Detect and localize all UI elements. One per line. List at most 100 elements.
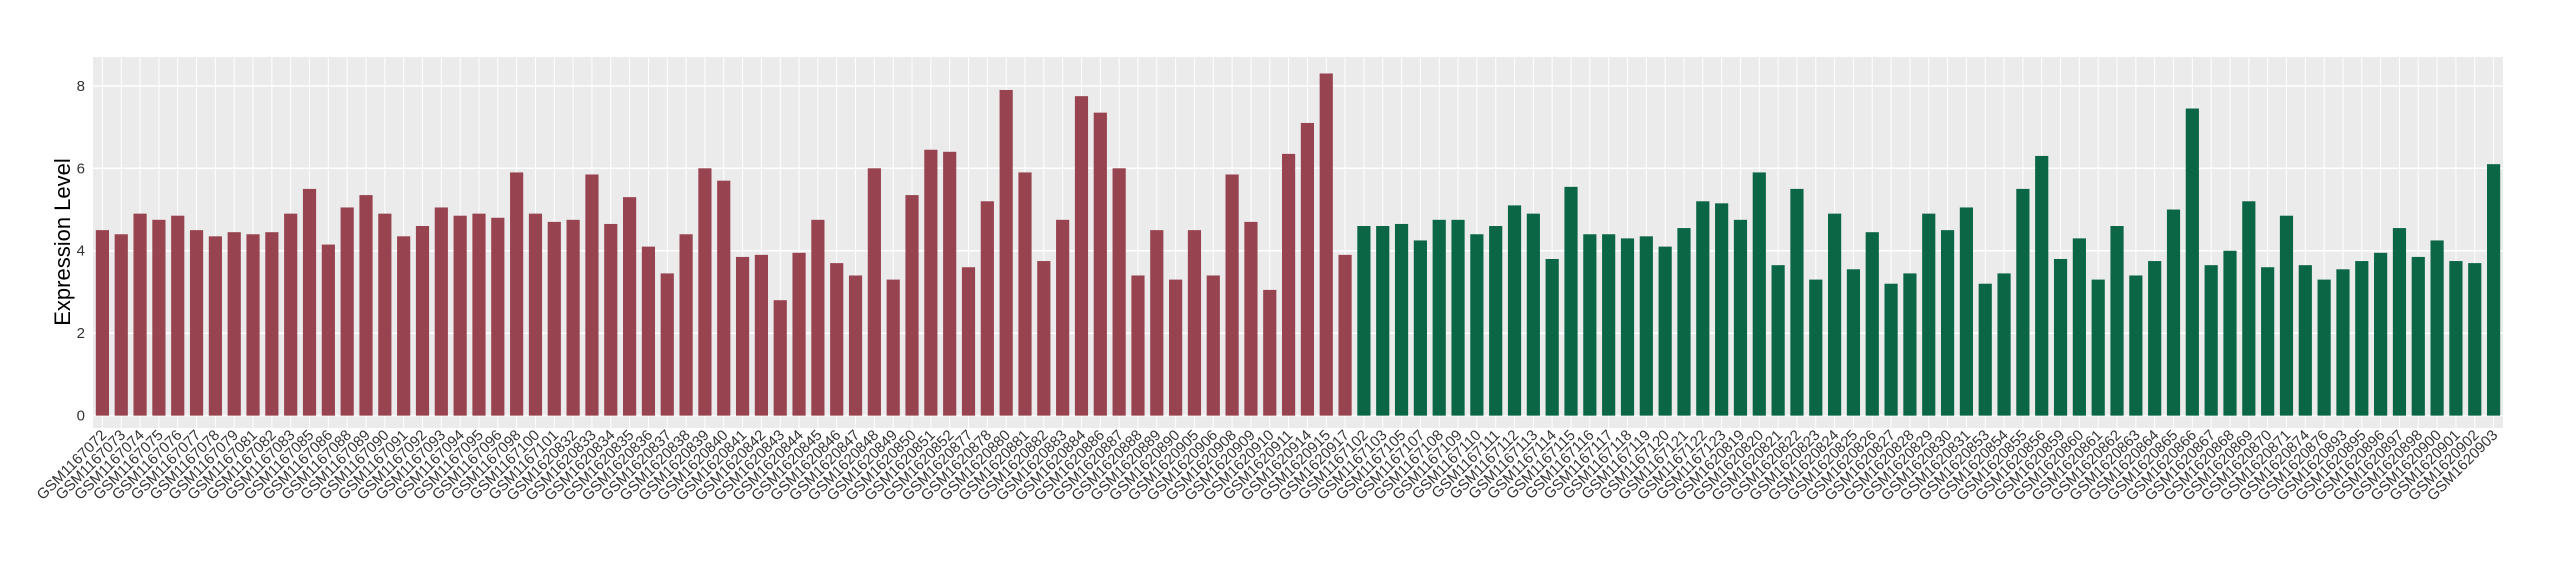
bar — [811, 219, 825, 416]
bar — [1281, 153, 1296, 416]
bar — [2261, 267, 2275, 416]
bar — [1715, 203, 1729, 416]
bar — [2279, 215, 2294, 416]
bar — [792, 252, 806, 416]
bar — [1432, 219, 1446, 416]
bar — [1658, 246, 1672, 416]
bar — [905, 195, 919, 416]
bar — [1602, 234, 1616, 416]
bar — [2430, 240, 2444, 416]
bar — [1809, 279, 1823, 416]
bar — [698, 168, 712, 416]
bar — [114, 234, 128, 416]
bar — [340, 207, 354, 416]
bar — [641, 246, 656, 416]
bar — [133, 213, 147, 416]
bar — [1733, 219, 1748, 416]
bar — [1056, 219, 1070, 416]
bar — [1940, 230, 1955, 416]
bar — [2035, 155, 2049, 416]
bar — [1394, 223, 1409, 416]
bar — [95, 230, 110, 416]
bar — [1112, 168, 1126, 416]
bar — [2223, 250, 2237, 416]
bar — [453, 215, 467, 416]
bar — [924, 149, 938, 416]
bar — [735, 256, 750, 416]
bar — [2374, 252, 2388, 416]
bar — [2317, 279, 2331, 416]
bar — [2185, 108, 2199, 416]
bar — [1884, 283, 1898, 416]
bar — [754, 254, 768, 416]
bar — [1620, 238, 1635, 416]
bar — [1131, 275, 1145, 416]
bar — [246, 234, 260, 416]
bar — [397, 236, 411, 416]
bar — [867, 168, 881, 416]
bar — [1583, 234, 1597, 416]
bar — [623, 197, 637, 416]
bar — [1169, 279, 1183, 416]
bar — [961, 267, 976, 416]
bar — [284, 213, 298, 416]
bar — [830, 263, 844, 416]
bar — [1903, 273, 1917, 416]
y-axis-label: Expression Level — [50, 158, 75, 326]
bar — [585, 174, 599, 416]
bar — [2016, 188, 2030, 416]
bar — [2204, 265, 2218, 416]
bar — [227, 232, 241, 416]
bar — [434, 207, 448, 416]
bar — [2486, 164, 2501, 416]
bar — [2242, 201, 2256, 416]
bar — [886, 279, 900, 416]
bar — [2148, 261, 2162, 416]
bar — [491, 217, 505, 416]
bar — [1507, 205, 1522, 416]
y-tick-label: 6 — [77, 160, 85, 177]
bar — [2129, 275, 2143, 416]
bar — [2449, 261, 2463, 416]
bar — [1470, 234, 1484, 416]
bar — [1451, 219, 1465, 416]
bar — [1639, 236, 1653, 416]
bar — [302, 188, 317, 416]
bar — [999, 89, 1013, 416]
bar — [1150, 230, 1164, 416]
bar — [1696, 201, 1710, 416]
bar — [1018, 172, 1032, 416]
bar — [1376, 226, 1390, 416]
bar — [2298, 265, 2312, 416]
bar — [1338, 254, 1352, 416]
bar — [1187, 230, 1202, 416]
bar — [2336, 269, 2350, 416]
bar — [2072, 238, 2086, 416]
bar — [472, 213, 486, 416]
bar — [2468, 263, 2482, 416]
bar — [566, 219, 580, 416]
y-tick-label: 8 — [77, 78, 85, 95]
bar — [1865, 232, 1879, 416]
bar — [208, 236, 222, 416]
bar — [1244, 221, 1258, 416]
bar — [679, 234, 693, 416]
bar — [1752, 172, 1766, 416]
bar — [1922, 213, 1936, 416]
bar — [2411, 256, 2425, 416]
bar — [2053, 258, 2068, 416]
bar — [1074, 96, 1089, 416]
y-tick-label: 4 — [77, 243, 85, 260]
bar — [1564, 186, 1578, 416]
bar — [1489, 226, 1503, 416]
bar — [1319, 73, 1333, 416]
bar — [1225, 174, 1239, 416]
bar — [547, 221, 561, 416]
bar — [1771, 265, 1785, 416]
bar — [1997, 273, 2011, 416]
bar — [1790, 188, 1804, 416]
bar — [1828, 213, 1842, 416]
bar — [1300, 122, 1315, 416]
y-tick-label: 0 — [77, 408, 85, 425]
bar — [152, 219, 166, 416]
